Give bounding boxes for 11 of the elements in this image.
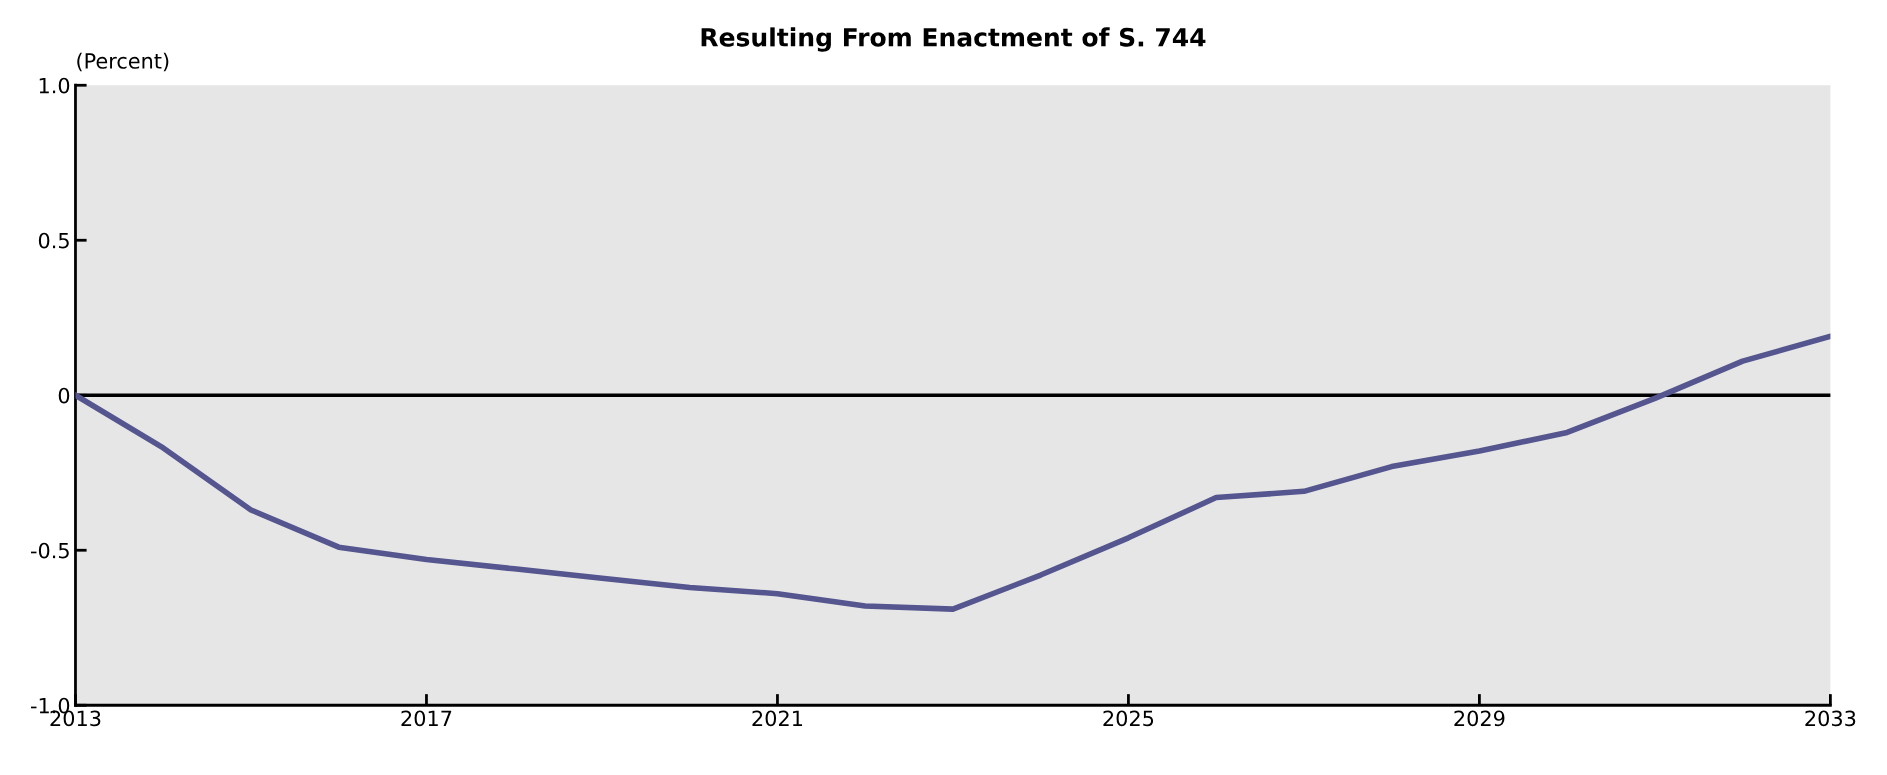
x-tick-label: 2017	[401, 710, 452, 727]
y-tick-label: 0	[58, 387, 70, 404]
y-tick-label: 1.0	[39, 77, 70, 94]
y-tick-label: 0.5	[38, 232, 69, 249]
y-axis-title: (Percent)	[77, 52, 169, 72]
x-tick-label: 2025	[1103, 710, 1154, 727]
y-tick-label: -0.5	[30, 542, 69, 559]
x-tick-label: 2029	[1454, 710, 1505, 727]
chart-title: Resulting From Enactment of S. 744	[701, 27, 1206, 52]
x-tick-label: 2021	[752, 710, 803, 727]
x-tick-label: 2033	[1805, 710, 1856, 727]
